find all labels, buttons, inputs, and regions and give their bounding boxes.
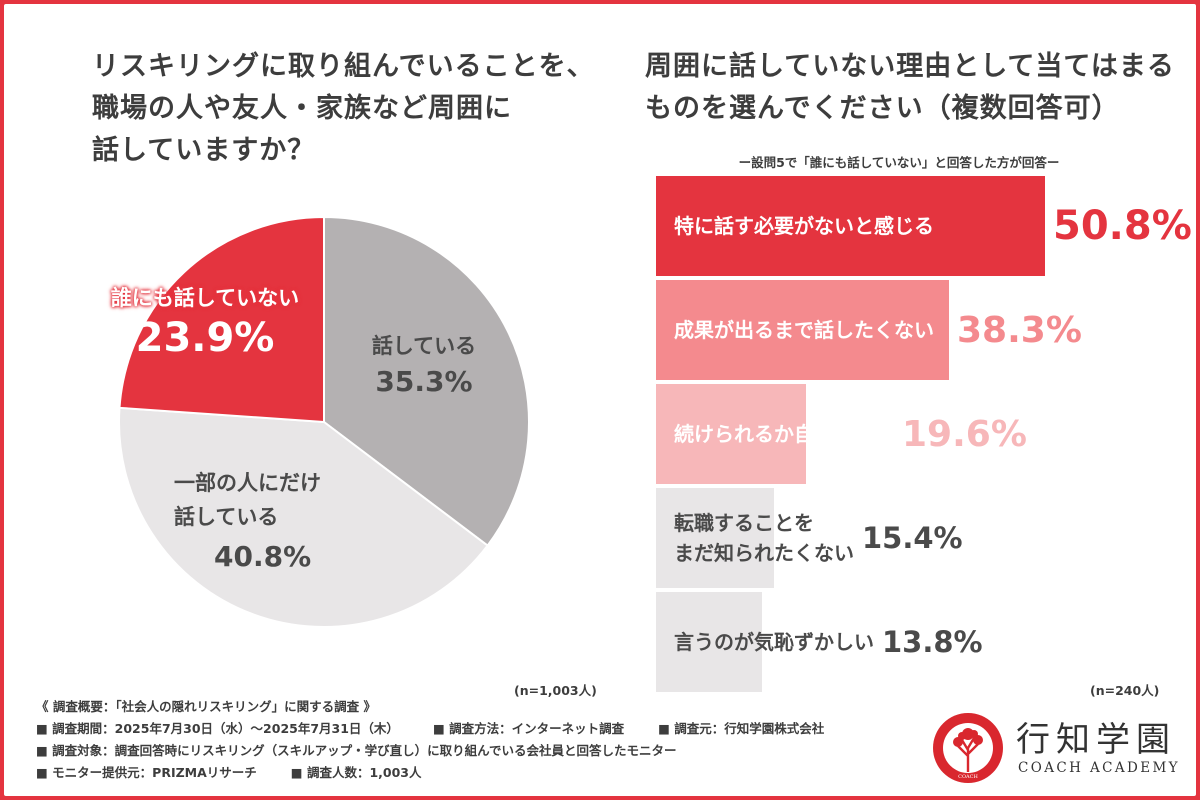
bar-question-subnote: ー設問5で「誰にも話していない」と回答した方が回答ー [738,155,1060,170]
pie-label-some-people: 一部の人にだけ 話している 40.8% [174,466,394,580]
pie-slice-label: 誰にも話していない [110,286,300,310]
bar-category-label: 転職することをまだ知られたくない [674,488,854,588]
bar-value-label: 13.8% [882,625,983,659]
summary-title: 《 調査概要：「社会人の隠れリスキリング」に関する調査 》 [36,699,376,714]
bar-category-label: 言うのが気恥ずかしい [674,592,874,692]
pie-question-line: リスキリングに取り組んでいることを、 [92,51,595,82]
pie-slice [118,215,325,424]
pie-slice [118,406,489,628]
logo-mark-sub: COACH [958,774,978,780]
pie-question-title: リスキリングに取り組んでいることを、 職場の人や友人・家族など周囲に 話していま… [92,46,612,172]
summary-provider: ■ モニター提供元：PRIZMAリサーチ [36,765,257,780]
summary-count: ■ 調査人数：1,003人 [290,765,422,780]
bar-row: 言うのが気恥ずかしい 13.8% [656,592,1196,692]
bar-category-line: 続けられるか自信がない [674,422,894,446]
bar-category-label: 特に話す必要がないと感じる [674,176,934,276]
summary-period: ■ 調査期間：2025年7月30日（水）～2025年7月31日（木） [36,721,399,736]
bar-question-title: 周囲に話していない理由として当てはまる ものを選んでください（複数回答可） [645,46,1185,130]
pie-slice-value: 40.8% [214,540,312,573]
pie-question-line: 話していますか？ [92,135,316,166]
pie-slice-label-line: 一部の人にだけ [174,471,321,495]
pie-slice [323,215,530,548]
bar-row: 特に話す必要がないと感じる 50.8% [656,176,1196,276]
pie-chart [118,215,530,628]
pie-slice-label-line: 話している [174,505,279,529]
summary-method: ■ 調査方法：インターネット調査 [432,721,625,736]
pie-slice-label: 話している [371,334,477,358]
bar-value-label: 38.3% [957,309,1082,351]
summary-line: ■ モニター提供元：PRIZMAリサーチ ■ 調査人数：1,003人 [36,762,916,784]
bar-category-label: 続けられるか自信がない [674,384,894,484]
pie-label-not-telling: 誰にも話していない 23.9% [80,282,330,364]
bar-value-label: 15.4% [862,521,963,555]
bar-value-label: 50.8% [1053,203,1192,249]
bar-category-label: 成果が出るまで話したくない [674,280,934,380]
bar [656,488,774,588]
infographic-card: リスキリングに取り組んでいることを、 職場の人や友人・家族など周囲に 話していま… [4,4,1196,796]
survey-summary: 《 調査概要：「社会人の隠れリスキリング」に関する調査 》 ■ 調査期間：202… [36,696,916,784]
summary-target: ■ 調査対象：調査回答時にリスキリング（スキルアップ・学び直し）に取り組んでいる… [36,743,677,758]
pie-sample-size: (n=1,003人) [514,683,597,698]
bar-question-line: 周囲に話していない理由として当てはまる [645,51,1175,82]
bar-value-label: 19.6% [902,413,1027,455]
bar-sample-size: (n=240人) [1090,683,1160,698]
bar-category-line: 成果が出るまで話したくない [674,318,934,342]
bar-category-line: 特に話す必要がないと感じる [674,214,934,238]
summary-line: ■ 調査期間：2025年7月30日（水）～2025年7月31日（木） ■ 調査方法… [36,718,916,740]
bar-row: 成果が出るまで話したくない 38.3% [656,280,1196,380]
bar-question-line: ものを選んでください（複数回答可） [645,93,1120,124]
pie-slice-value: 23.9% [135,315,275,361]
logo-name: 行知学園 [1016,720,1176,760]
bar-row: 転職することを まだ知られたくない 15.4% [656,488,1196,588]
bar-category-line: 転職することを [674,511,814,535]
tree-emblem-icon: COACH [933,713,1003,783]
bar [656,384,806,484]
coach-academy-logo: COACH 行知学園 COACH ACADEMY [932,706,1192,796]
bar [656,592,762,692]
bar-category-line: まだ知られたくない [674,541,854,565]
logo-subtitle: COACH ACADEMY [1018,760,1180,776]
pie-question-line: 職場の人や友人・家族など周囲に [92,93,512,124]
summary-org: ■ 調査元：行知学園株式会社 [658,721,825,736]
pie-slice-value: 35.3% [375,365,473,398]
bar-row: 続けられるか自信がない 19.6% [656,384,1196,484]
bar-category-line: 言うのが気恥ずかしい [674,630,874,654]
bar [656,280,949,380]
bar [656,176,1045,276]
pie-label-telling: 話している 35.3% [349,330,499,404]
